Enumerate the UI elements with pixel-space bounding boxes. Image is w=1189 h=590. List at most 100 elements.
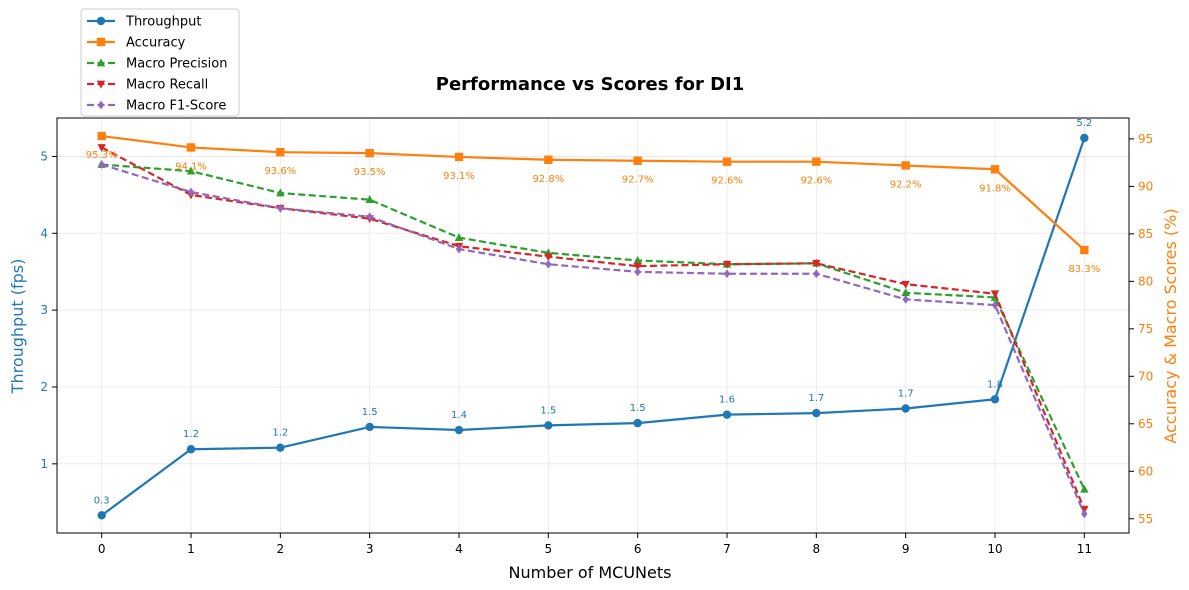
right-y-tick-label: 65 xyxy=(1138,417,1153,431)
data-point-macro-precision xyxy=(276,188,285,197)
data-point-accuracy xyxy=(186,143,196,152)
data-labels: 0.3 1.2 1.2 1.5 1.4 1.5 1.5 1.6 1.7 1.7 1.8 5.2 95.3… xyxy=(86,118,1100,506)
legend-entry-macro-precision: Macro Precision xyxy=(87,57,227,72)
legend-marker-macro-precision xyxy=(96,58,106,67)
right-y-tick-label: 80 xyxy=(1138,274,1153,288)
data-point-macro-recall xyxy=(722,260,732,269)
series-macro-recall xyxy=(97,144,1089,514)
data-point-accuracy xyxy=(901,161,910,170)
data-point-accuracy xyxy=(633,156,642,165)
series-line-macro-precision xyxy=(101,163,1086,490)
data-point-throughput xyxy=(544,421,553,430)
data-point-macro-f1-score xyxy=(545,259,552,269)
legend-items: Throughput Accuracy Macro Precision Macro R… xyxy=(87,15,227,114)
plot-frame xyxy=(56,117,1130,534)
data-point-accuracy xyxy=(812,157,821,166)
x-tick-label: 6 xyxy=(634,542,642,556)
data-point-throughput xyxy=(97,511,106,520)
data-point-macro-f1-score xyxy=(455,244,463,254)
left-y-axis-label: Throughput (fps) xyxy=(8,259,27,395)
right-y-axis-ticks: 55 60 65 70 75 80 85 90 95 xyxy=(1129,132,1153,526)
left-y-tick-label: 5 xyxy=(40,149,48,163)
data-point-macro-recall xyxy=(633,262,642,271)
series-macro-precision xyxy=(97,159,1089,493)
data-label-accuracy: 95.3% xyxy=(86,150,118,161)
x-tick-label: 3 xyxy=(366,542,374,556)
data-point-throughput xyxy=(186,445,196,454)
data-point-macro-f1-score xyxy=(813,269,820,279)
data-point-macro-recall xyxy=(544,253,553,262)
right-y-tick-label: 95 xyxy=(1138,132,1153,146)
data-label-accuracy: 83.3% xyxy=(1068,264,1100,275)
legend-label-macro-precision: Macro Precision xyxy=(126,57,227,72)
data-label-throughput: 1.7 xyxy=(898,389,914,400)
series xyxy=(97,131,1089,520)
grid xyxy=(57,118,1129,533)
legend-entry-macro-recall: Macro Recall xyxy=(87,78,208,93)
data-point-throughput xyxy=(901,404,910,413)
right-y-tick-label: 60 xyxy=(1138,464,1153,478)
data-point-accuracy xyxy=(276,147,285,157)
data-label-throughput: 5.2 xyxy=(1076,118,1092,129)
data-label-throughput: 1.2 xyxy=(183,429,199,440)
x-tick-label: 4 xyxy=(455,542,463,556)
left-y-tick-label: 3 xyxy=(40,303,48,317)
data-label-accuracy: 92.7% xyxy=(622,175,654,186)
x-axis-label: Number of MCUNets xyxy=(509,563,672,582)
left-y-tick-label: 1 xyxy=(40,457,48,471)
data-label-throughput: 1.7 xyxy=(808,393,824,404)
right-y-tick-label: 70 xyxy=(1138,369,1153,383)
data-label-throughput: 1.4 xyxy=(451,410,467,421)
data-point-throughput xyxy=(812,408,821,418)
left-y-tick-label: 4 xyxy=(40,226,48,240)
data-point-macro-f1-score xyxy=(187,187,195,197)
data-point-macro-f1-score xyxy=(902,294,909,304)
legend-entry-macro-f1-score: Macro F1-Score xyxy=(87,99,226,114)
data-point-accuracy xyxy=(722,157,732,166)
legend-label-macro-f1-score: Macro F1-Score xyxy=(126,99,226,114)
data-point-macro-recall xyxy=(812,259,821,268)
series-line-throughput xyxy=(101,137,1086,517)
data-point-macro-precision xyxy=(1080,484,1089,493)
data-point-macro-f1-score xyxy=(366,212,373,222)
x-tick-label: 5 xyxy=(545,542,553,556)
data-point-throughput xyxy=(276,443,285,452)
legend-label-accuracy: Accuracy xyxy=(126,36,186,51)
legend-marker-macro-f1-score xyxy=(97,100,105,110)
legend-marker-accuracy xyxy=(96,37,106,47)
data-point-accuracy xyxy=(990,165,1000,174)
data-point-macro-recall xyxy=(990,290,1000,299)
data-point-throughput xyxy=(454,425,464,435)
data-point-macro-precision xyxy=(365,195,374,204)
data-point-throughput xyxy=(1080,133,1089,143)
x-tick-label: 2 xyxy=(277,542,285,556)
legend-entry-accuracy: Accuracy xyxy=(87,36,186,51)
data-point-macro-f1-score xyxy=(277,203,284,213)
series-accuracy xyxy=(97,131,1089,255)
data-label-throughput: 1.5 xyxy=(630,403,646,414)
data-label-accuracy: 92.6% xyxy=(711,176,743,187)
data-label-throughput: 1.6 xyxy=(719,395,735,406)
x-tick-label: 0 xyxy=(98,542,106,556)
data-point-throughput xyxy=(365,422,374,432)
data-point-macro-recall xyxy=(97,144,106,153)
legend-box xyxy=(80,8,240,117)
data-label-throughput: 1.8 xyxy=(987,379,1003,390)
data-point-macro-precision xyxy=(454,233,464,242)
series-macro-f1-score xyxy=(98,160,1088,519)
data-label-accuracy: 94.1% xyxy=(175,161,207,172)
data-point-macro-f1-score xyxy=(1081,509,1088,519)
data-label-accuracy: 92.6% xyxy=(800,176,832,187)
data-point-throughput xyxy=(990,395,1000,404)
data-point-accuracy xyxy=(97,131,106,141)
right-y-tick-label: 90 xyxy=(1138,179,1153,193)
data-point-throughput xyxy=(722,410,732,419)
data-point-macro-f1-score xyxy=(98,160,105,169)
x-tick-label: 1 xyxy=(187,542,195,556)
legend-marker-macro-recall xyxy=(96,80,106,89)
data-label-throughput: 1.5 xyxy=(540,405,556,416)
chart-title: Performance vs Scores for DI1 xyxy=(436,74,745,95)
x-axis-ticks: 0 1 2 3 4 5 6 7 8 9 10 11 xyxy=(98,533,1092,556)
data-point-accuracy xyxy=(1080,245,1089,255)
